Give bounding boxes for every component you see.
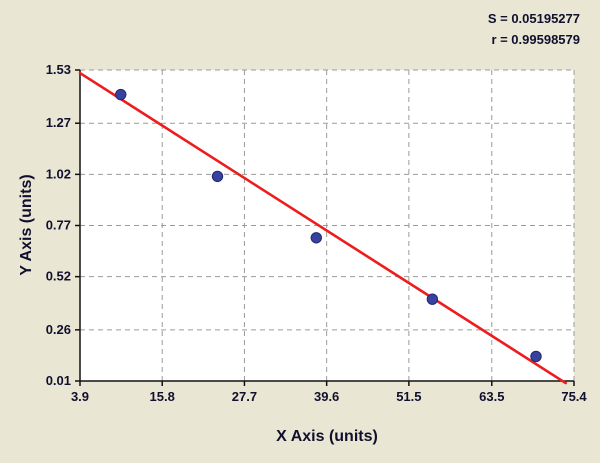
- y-tick-label: 0.77: [46, 218, 71, 233]
- x-tick-label: 51.5: [396, 389, 421, 404]
- y-tick-label: 1.27: [46, 115, 71, 130]
- x-tick-label: 39.6: [314, 389, 339, 404]
- x-tick-label: 3.9: [71, 389, 89, 404]
- fit-statistics: S = 0.05195277 r = 0.99598579: [488, 8, 580, 50]
- x-tick-label: 75.4: [561, 389, 587, 404]
- x-tick-label: 63.5: [479, 389, 504, 404]
- stat-r-value: r = 0.99598579: [491, 32, 580, 47]
- y-tick-label: 1.53: [46, 62, 71, 77]
- y-tick-label: 0.52: [46, 269, 71, 284]
- y-tick-label: 0.26: [46, 322, 71, 337]
- y-tick-label: 1.02: [46, 166, 71, 181]
- y-axis-label: Y Axis (units): [18, 174, 35, 276]
- stat-s-value: S = 0.05195277: [487, 11, 580, 26]
- regression-line: [78, 71, 568, 385]
- x-tick-label: 27.7: [232, 389, 257, 404]
- x-axis-label: X Axis (units): [276, 428, 378, 445]
- data-point: [115, 88, 127, 101]
- data-point: [211, 170, 224, 183]
- y-tick-label: 0.01: [46, 373, 71, 388]
- x-tick-label: 15.8: [150, 389, 175, 404]
- data-point: [310, 232, 322, 244]
- data-point: [426, 293, 439, 305]
- data-point: [530, 350, 542, 363]
